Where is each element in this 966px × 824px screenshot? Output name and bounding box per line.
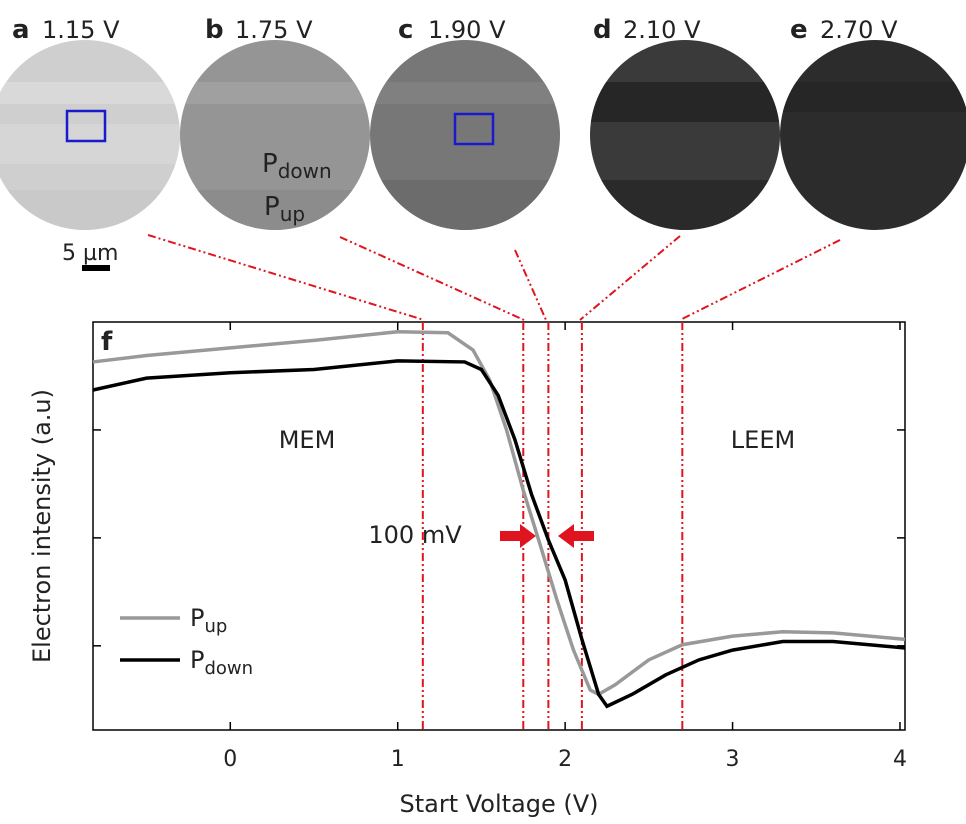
panel-voltage: 2.10 V	[623, 16, 701, 44]
image-a	[0, 40, 180, 230]
panel-letter: a	[12, 15, 30, 45]
x-axis-label: Start Voltage (V)	[399, 790, 598, 818]
x-tick-label: 0	[223, 747, 237, 772]
y-axis-label: Electron intensity (a.u)	[28, 389, 56, 663]
legend-label: Pdown	[190, 646, 253, 679]
scale-bar	[82, 265, 110, 271]
image-label: Pdown	[262, 149, 332, 183]
x-tick-label: 4	[893, 747, 907, 772]
image-e	[780, 40, 966, 230]
roi-box	[453, 112, 495, 146]
panel-letter: b	[205, 15, 224, 45]
panel-voltage: 1.75 V	[235, 16, 313, 44]
annotation: LEEM	[731, 426, 795, 454]
legend-label: Pup	[190, 604, 227, 637]
annotation-text: P	[262, 149, 278, 179]
x-tick-label: 2	[558, 747, 572, 772]
annotation: MEM	[279, 426, 336, 454]
panel-letter: e	[790, 15, 808, 45]
roi-box	[65, 109, 107, 143]
connectors	[147, 234, 841, 321]
arrows	[500, 524, 594, 548]
panel-voltage: 1.15 V	[42, 16, 120, 44]
series-line	[92, 329, 906, 697]
image-c	[370, 40, 560, 230]
legend-name: P	[190, 604, 204, 632]
image-label: Pup	[264, 192, 305, 226]
x-tick-label: 1	[391, 747, 405, 772]
panel-letter: d	[593, 15, 612, 45]
annotation-text: P	[264, 192, 280, 222]
image-d	[590, 40, 780, 230]
panel-voltage: 2.70 V	[820, 16, 898, 44]
plot-frame	[92, 321, 906, 731]
annotation-sub: up	[280, 202, 305, 226]
legend-name: P	[190, 646, 204, 674]
x-tick-label: 3	[726, 747, 740, 772]
legend-sub: up	[204, 616, 227, 637]
series-line	[92, 359, 906, 709]
panel-voltage: 1.90 V	[428, 16, 506, 44]
legend-sub: down	[204, 658, 253, 679]
scale-bar-label: 5 µm	[62, 241, 118, 266]
panel-letter: f	[101, 327, 113, 357]
annotation: 100 mV	[368, 521, 462, 549]
panel-letter: c	[398, 15, 413, 45]
annotation-sub: down	[278, 159, 332, 183]
